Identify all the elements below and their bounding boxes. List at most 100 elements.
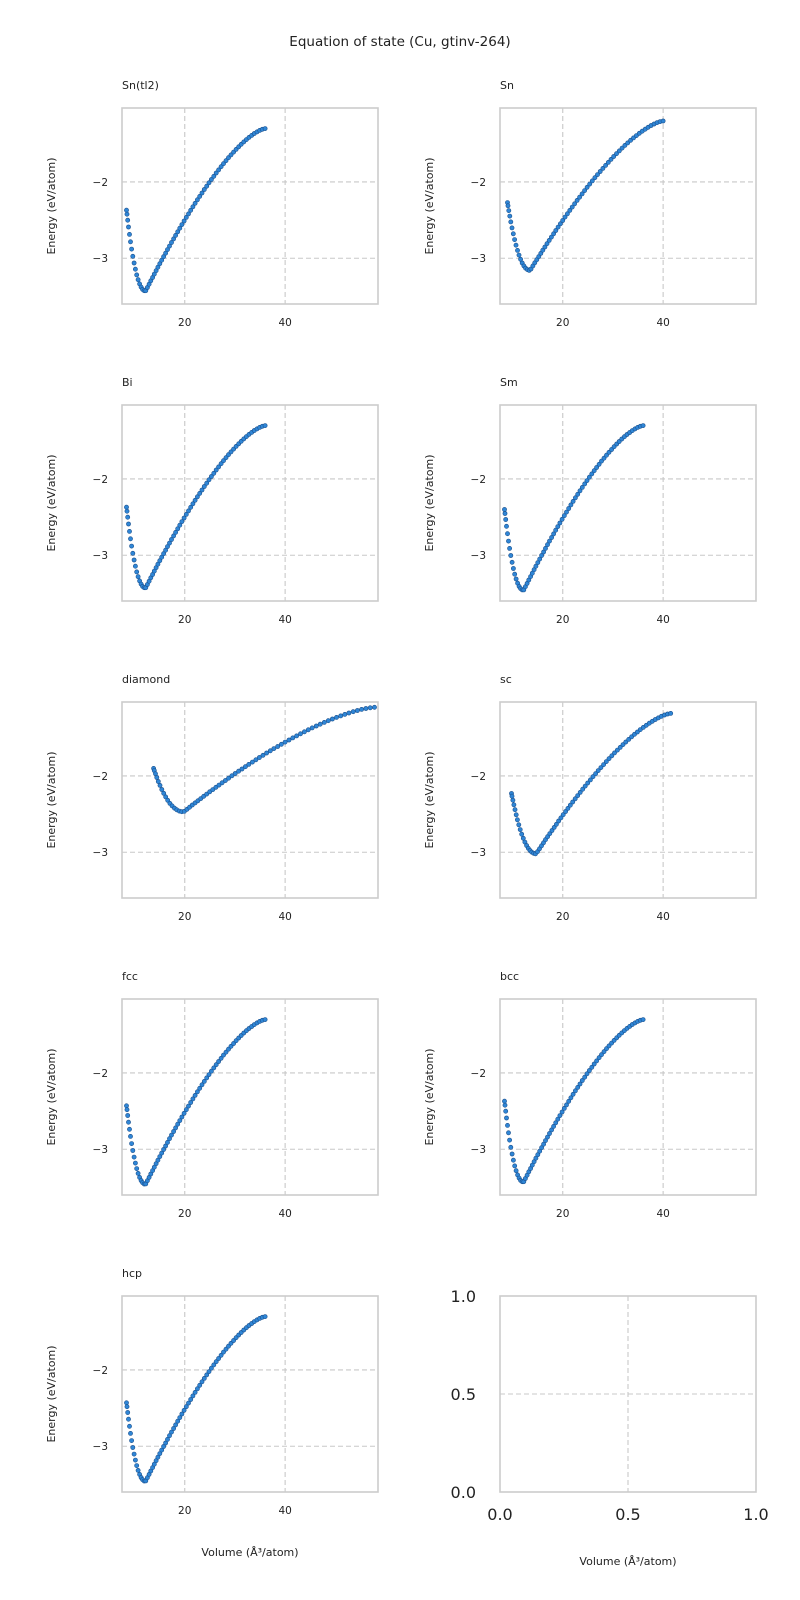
y-tick-label: −2: [471, 474, 486, 486]
data-point: [609, 753, 615, 759]
data-point: [507, 213, 513, 219]
data-point: [579, 1078, 585, 1083]
data-point: [256, 755, 262, 760]
data-point: [181, 1110, 187, 1116]
data-point: [570, 799, 576, 805]
data-point: [619, 145, 625, 151]
data-point: [210, 787, 216, 792]
data-point: [584, 478, 590, 483]
data-point: [179, 222, 185, 227]
data-point: [580, 786, 586, 792]
data-point: [551, 1124, 556, 1129]
data-point: [588, 777, 593, 783]
y-axis-label: Energy (eV/atom): [45, 1345, 58, 1442]
data-point: [559, 1109, 565, 1115]
data-point: [129, 1438, 134, 1443]
data-point: [161, 551, 166, 557]
data-point: [159, 1150, 165, 1156]
y-tick-label: 1.0: [451, 1287, 476, 1306]
data-point: [509, 225, 515, 231]
data-point: [127, 1126, 132, 1132]
data-point: [188, 1100, 194, 1105]
data-point: [186, 508, 191, 514]
data-point: [338, 713, 344, 719]
x-tick-label: 20: [178, 317, 191, 329]
data-point: [181, 515, 187, 521]
axes-frame: [499, 107, 757, 305]
data-point: [218, 1352, 224, 1358]
data-point: [126, 224, 131, 230]
data-point: [537, 556, 543, 562]
data-point: [183, 1404, 189, 1410]
data-point: [155, 1157, 161, 1163]
panel-diamond: 20 40 −2 −3 diamond Energy (eV/atom): [45, 673, 379, 923]
data-point: [574, 197, 580, 203]
data-point: [533, 563, 539, 569]
data-point: [511, 566, 516, 571]
data-point: [128, 1134, 133, 1139]
data-point: [582, 188, 587, 193]
data-point: [561, 1106, 567, 1111]
data-point: [229, 773, 235, 779]
data-point: [190, 204, 196, 210]
panel-sn: 20 40 −2 −3 Sn Energy (eV/atom): [423, 79, 757, 329]
x-tick-label: 20: [556, 614, 569, 626]
data-point: [359, 707, 364, 712]
panel-title: Bi: [122, 376, 133, 389]
data-point: [612, 750, 617, 756]
data-point: [584, 184, 590, 190]
data-point: [502, 511, 508, 516]
data-point: [615, 747, 620, 753]
x-tick-label: 20: [178, 614, 191, 626]
data-point: [131, 1154, 137, 1160]
data-point: [165, 1140, 170, 1145]
y-tick-label: −2: [471, 177, 486, 189]
data-point: [157, 783, 163, 788]
data-point: [513, 242, 519, 248]
data-point: [502, 1098, 507, 1104]
y-tick-label: −3: [93, 253, 108, 265]
data-point: [543, 546, 548, 551]
data-point: [553, 228, 559, 233]
data-point: [549, 1127, 554, 1133]
x-tick-label: 1.0: [743, 1505, 768, 1524]
data-point: [640, 1017, 646, 1022]
data-point: [159, 787, 165, 792]
data-point: [132, 266, 138, 272]
data-point: [197, 490, 203, 496]
x-axis-label: Volume (Å³/atom): [201, 1546, 298, 1559]
x-tick-label: 40: [656, 1208, 669, 1220]
axes-frame: [499, 701, 757, 899]
data-point: [179, 1114, 185, 1120]
data-point: [640, 423, 646, 428]
data-point: [567, 802, 573, 808]
data-point: [177, 225, 183, 231]
data-point: [242, 764, 248, 770]
data-point: [363, 706, 369, 711]
data-point: [130, 550, 136, 556]
data-point: [183, 1107, 189, 1113]
data-point: [502, 507, 507, 512]
x-axis-label: Volume (Å³/atom): [579, 1555, 676, 1568]
data-point: [575, 1085, 581, 1090]
data-point: [226, 775, 231, 781]
data-point: [515, 247, 520, 253]
data-point: [190, 1096, 196, 1102]
data-point: [129, 1141, 134, 1146]
data-point: [557, 520, 563, 526]
y-tick-label: 0.0: [451, 1483, 476, 1502]
data-point: [127, 529, 132, 534]
data-point: [135, 574, 141, 580]
x-tick-label: 20: [178, 911, 191, 923]
data-point: [597, 169, 603, 174]
data-point: [186, 1103, 191, 1109]
data-point: [594, 465, 599, 470]
data-point: [509, 559, 515, 565]
data-point: [582, 783, 588, 789]
data-point: [262, 423, 268, 428]
data-point: [232, 771, 238, 776]
data-point: [549, 535, 554, 540]
figure-suptitle: Equation of state (Cu, gtinv-264): [289, 34, 510, 50]
data-point: [124, 211, 130, 217]
